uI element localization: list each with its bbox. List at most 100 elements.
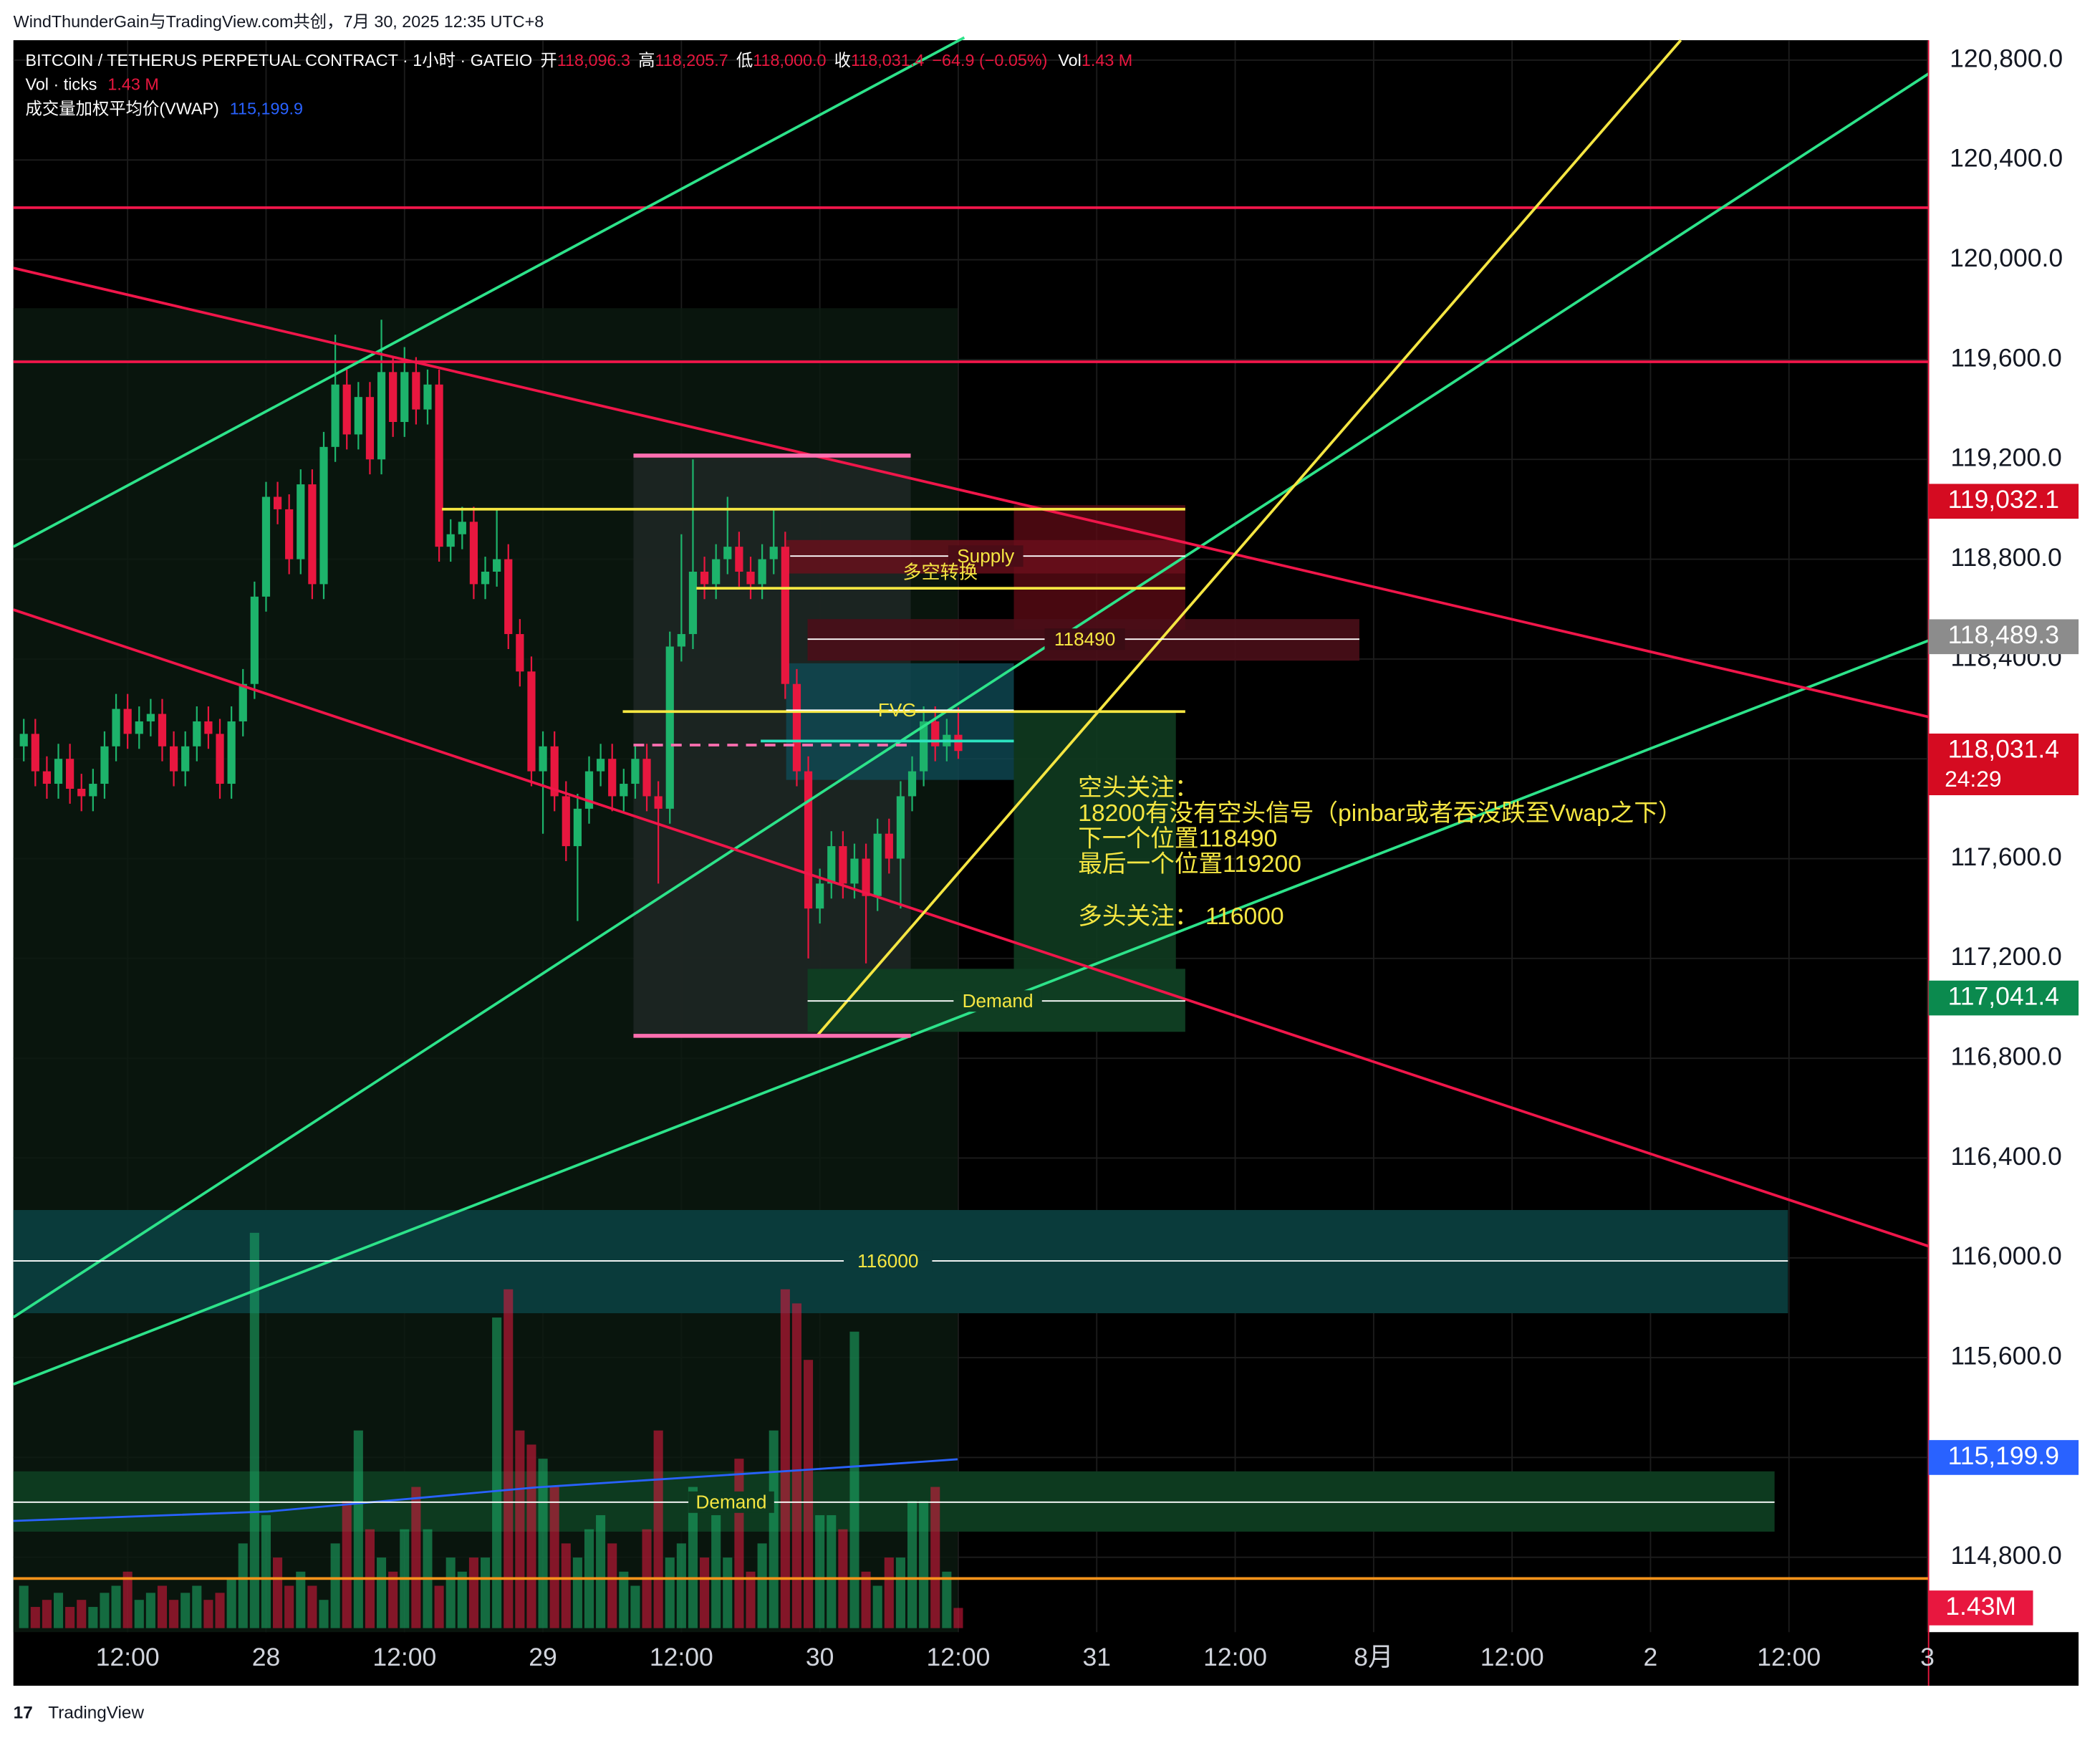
volume-bar	[100, 1593, 110, 1628]
candle-body	[469, 522, 478, 585]
x-tick-label: 2	[1644, 1643, 1658, 1671]
candle-body	[665, 646, 674, 809]
candle-body	[712, 559, 721, 585]
axis-corner	[1928, 1632, 2079, 1686]
x-tick-label: 29	[529, 1643, 557, 1671]
volume-bar	[734, 1459, 744, 1628]
y-tick-label: 120,800.0	[1950, 44, 2063, 72]
close-value: 118,031.4	[851, 51, 924, 69]
volume-bar	[457, 1571, 467, 1628]
open-label: 开	[540, 51, 557, 69]
volume-bar	[676, 1543, 686, 1628]
annotation-line: 空头关注：	[1078, 774, 1198, 802]
volume-bar	[65, 1607, 75, 1628]
candle-body	[412, 372, 420, 410]
volume-bar	[907, 1501, 917, 1628]
zone-label: 116000	[857, 1250, 918, 1272]
open-value: 118,096.3	[557, 51, 630, 69]
volume-bar	[480, 1557, 491, 1628]
label-bg	[688, 1491, 774, 1513]
volume-bar	[515, 1430, 525, 1628]
indicator-name: 成交量加权平均价(VWAP)	[26, 100, 219, 118]
axes: 120,800.0 120,400.0 120,000.0 119,600.0 119,…	[96, 44, 2079, 1671]
volume-bar	[388, 1571, 398, 1628]
volume-bar	[88, 1607, 98, 1628]
x-tick-label: 30	[806, 1643, 834, 1671]
volume-bar	[791, 1303, 801, 1628]
candle-body	[804, 771, 813, 909]
candle-body	[516, 634, 524, 672]
candle-body	[769, 547, 778, 560]
demand-zone-lower	[13, 1471, 1775, 1532]
y-tick-label: 117,200.0	[1950, 942, 2061, 971]
candle-body	[400, 372, 409, 423]
volume-bar	[30, 1607, 40, 1628]
annotation-line: 18200有没有空头信号（pinbar或者吞没跌至Vwap之下）	[1078, 800, 1682, 827]
change: −64.9 (−0.05%)	[932, 51, 1047, 69]
volume-bar	[77, 1600, 87, 1628]
candle-body	[42, 771, 52, 784]
volume-bar	[434, 1585, 444, 1628]
volume-bar	[815, 1514, 825, 1628]
volume-bar	[203, 1600, 213, 1628]
volume-bar	[42, 1600, 52, 1628]
candle-body	[273, 496, 282, 509]
price-label-bg	[1928, 733, 2079, 795]
volume-bar	[919, 1501, 929, 1628]
zone-labels: Supply 多空转换 118490 FVG Demand 116000 Dem…	[688, 545, 1125, 1513]
volume-bar	[942, 1571, 952, 1628]
y-tick-label: 120,000.0	[1950, 244, 2063, 272]
volume-bar	[930, 1487, 940, 1628]
volume-bar	[319, 1600, 329, 1628]
x-tick-label: 12:00	[650, 1643, 713, 1671]
candle-body	[608, 759, 617, 797]
candle-body	[885, 833, 893, 859]
volume-bar	[849, 1331, 859, 1628]
candle-body	[620, 784, 628, 797]
volume-bar	[572, 1557, 582, 1628]
candle-body	[389, 372, 398, 423]
y-tick-label: 114,800.0	[1950, 1541, 2061, 1570]
close-label: 收	[834, 51, 851, 69]
candle-body	[688, 571, 698, 635]
candle-body	[435, 384, 443, 547]
candle-body	[746, 571, 755, 585]
candle-body	[758, 559, 766, 585]
volume-bar	[804, 1360, 814, 1628]
x-tick-label: 12:00	[372, 1643, 436, 1671]
volume-bar	[596, 1514, 606, 1628]
indicator-name: Vol · ticks	[26, 75, 97, 94]
candle-body	[873, 833, 882, 896]
annotation: 空头关注： 18200有没有空头信号（pinbar或者吞没跌至Vwap之下） 下…	[1078, 774, 1682, 931]
volume-bar	[526, 1444, 536, 1628]
volume-bar	[238, 1543, 248, 1628]
volume-bar	[284, 1585, 294, 1628]
label-bg	[1044, 628, 1125, 650]
candle-body	[862, 858, 870, 896]
candle-body	[781, 547, 789, 684]
zone-label: Demand	[696, 1492, 767, 1513]
candle-body	[169, 746, 178, 772]
candle-body	[907, 771, 917, 797]
volume-bar	[538, 1459, 548, 1628]
candle-body	[896, 796, 905, 859]
candle-body	[261, 496, 271, 597]
volume-bar	[780, 1289, 790, 1628]
indicator-line: 成交量加权平均价(VWAP) 115,199.9	[26, 100, 303, 118]
candle-body	[216, 734, 224, 784]
low-label: 低	[736, 51, 753, 69]
volume-bar	[700, 1557, 710, 1628]
volume-bar	[492, 1317, 502, 1628]
candle-body	[792, 683, 801, 772]
label-bg	[844, 1250, 933, 1272]
candle-body	[250, 596, 259, 684]
trend-line	[13, 608, 1930, 1248]
volume-label-bg	[1928, 1590, 2033, 1626]
volume-bar	[169, 1600, 179, 1628]
volume-bar	[468, 1557, 478, 1628]
x-tick-label: 28	[252, 1643, 281, 1671]
trend-line	[12, 36, 965, 548]
price-label: 117,041.4	[1948, 981, 2059, 1010]
trend-line	[12, 72, 1930, 1319]
